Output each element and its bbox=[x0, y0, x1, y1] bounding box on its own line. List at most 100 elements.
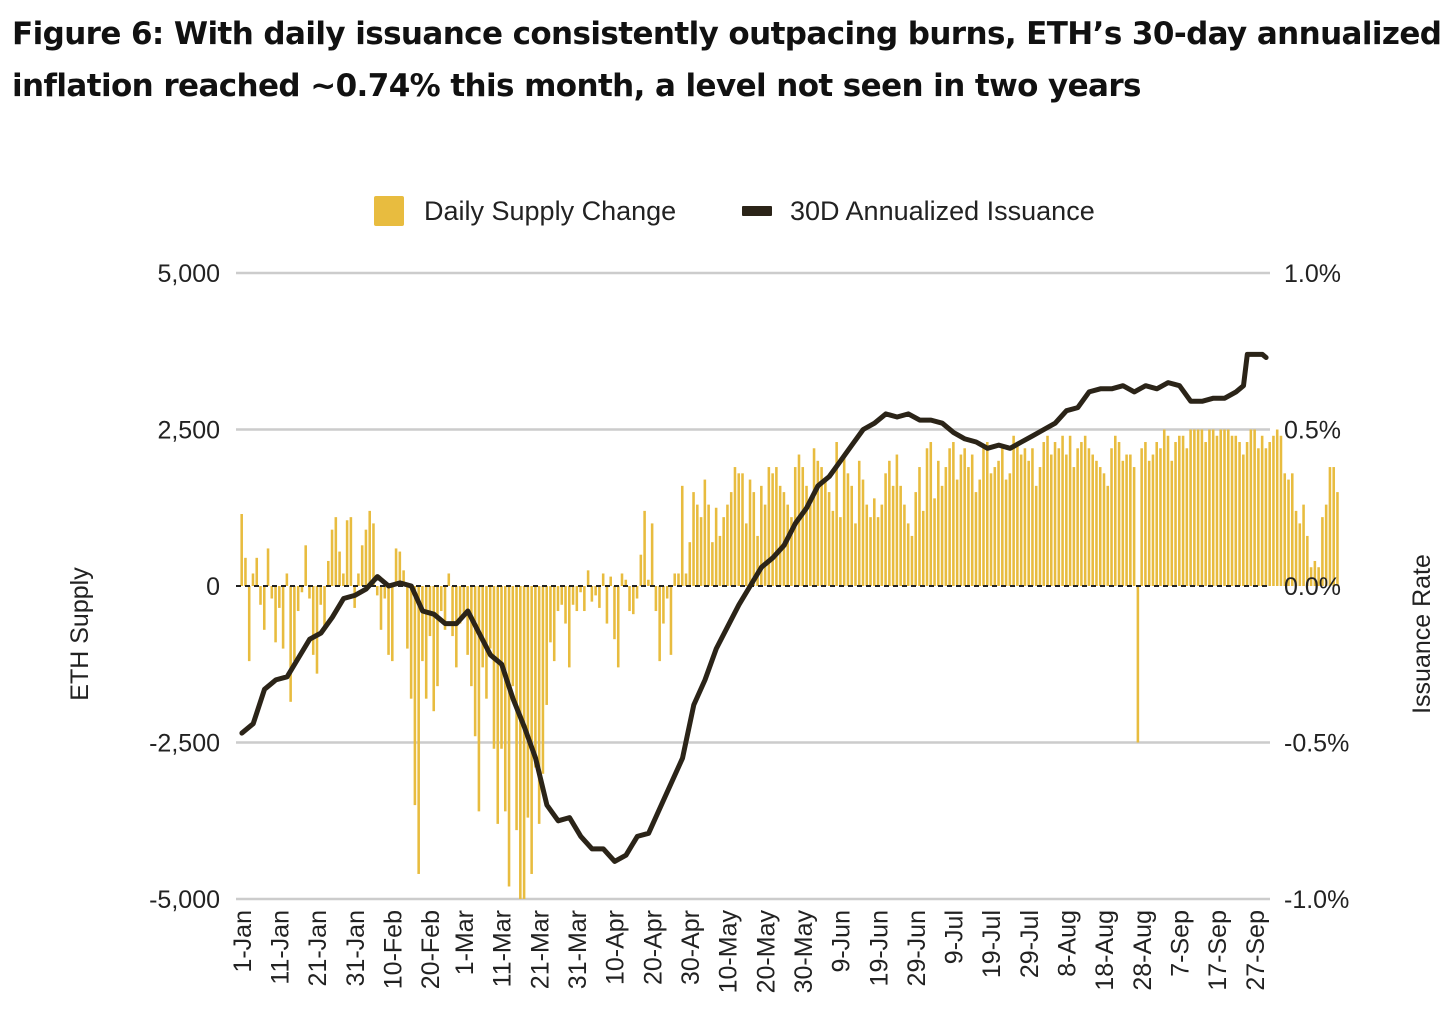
bar-daily-supply-change bbox=[861, 479, 865, 586]
bar-daily-supply-change bbox=[1272, 435, 1275, 586]
bar-daily-supply-change bbox=[285, 573, 289, 586]
bar-daily-supply-change bbox=[274, 586, 277, 643]
bar-daily-supply-change bbox=[974, 492, 978, 586]
bar-daily-supply-change bbox=[880, 504, 884, 586]
y2-tick-label: 0.0% bbox=[1284, 573, 1341, 601]
x-tick-label: 30-Apr bbox=[677, 910, 705, 985]
bar-daily-supply-change bbox=[552, 586, 556, 662]
x-tick-label: 8-Aug bbox=[1054, 910, 1082, 977]
x-tick-label: 29-Jun bbox=[903, 910, 931, 986]
y2-tick-label: 1.0% bbox=[1284, 260, 1341, 288]
bar-daily-supply-change bbox=[1336, 492, 1339, 586]
y2-tick-label: 0.5% bbox=[1284, 417, 1341, 445]
bar-daily-supply-change bbox=[342, 573, 345, 586]
bar-daily-supply-change bbox=[1245, 442, 1249, 586]
bar-daily-supply-change bbox=[1226, 429, 1230, 586]
bar-daily-supply-change bbox=[933, 498, 936, 586]
x-tick-label: 20-May bbox=[752, 910, 780, 994]
bar-daily-supply-change bbox=[767, 467, 771, 586]
bar-daily-supply-change bbox=[1072, 467, 1076, 586]
legend-label-30d-annualized-issuance: 30D Annualized Issuance bbox=[790, 196, 1095, 226]
bar-daily-supply-change bbox=[1031, 448, 1034, 586]
bar-daily-supply-change bbox=[413, 586, 417, 806]
bar-daily-supply-change bbox=[1057, 448, 1061, 586]
x-tick-label: 21-Jan bbox=[304, 910, 332, 986]
bar-daily-supply-change bbox=[281, 586, 285, 649]
bar-daily-supply-change bbox=[1242, 454, 1245, 586]
bar-daily-supply-change bbox=[492, 586, 496, 749]
x-tick-label: 20-Apr bbox=[639, 910, 667, 985]
bar-daily-supply-change bbox=[722, 517, 725, 586]
bar-daily-supply-change bbox=[560, 586, 564, 605]
x-tick-label: 9-Jul bbox=[941, 910, 969, 964]
bar-daily-supply-change bbox=[647, 579, 650, 586]
bar-daily-supply-change bbox=[594, 586, 597, 596]
bar-daily-supply-change bbox=[1106, 485, 1110, 586]
x-tick-label: 10-May bbox=[715, 910, 743, 994]
bar-daily-supply-change bbox=[244, 557, 247, 586]
bar-daily-supply-change bbox=[357, 573, 360, 586]
bar-daily-supply-change bbox=[669, 586, 673, 655]
bar-daily-supply-change bbox=[948, 448, 951, 586]
bar-daily-supply-change bbox=[876, 517, 880, 586]
bar-daily-supply-change bbox=[1016, 442, 1019, 586]
bar-daily-supply-change bbox=[824, 479, 827, 586]
y-axis-left-label: ETH Supply bbox=[66, 567, 94, 701]
bar-daily-supply-change bbox=[402, 570, 405, 586]
bar-daily-supply-change bbox=[519, 586, 522, 899]
bar-daily-supply-change bbox=[477, 586, 481, 812]
bar-daily-supply-change bbox=[805, 485, 808, 586]
bar-daily-supply-change bbox=[816, 460, 820, 586]
bar-daily-supply-change bbox=[564, 586, 567, 624]
bar-daily-supply-change bbox=[925, 448, 929, 586]
bar-daily-supply-change bbox=[1257, 448, 1260, 586]
bar-daily-supply-change bbox=[240, 514, 243, 586]
bar-daily-supply-change bbox=[967, 467, 970, 586]
bar-daily-supply-change bbox=[989, 473, 993, 586]
bar-daily-supply-change bbox=[820, 467, 823, 586]
bar-daily-supply-change bbox=[692, 492, 695, 586]
bar-daily-supply-change bbox=[1147, 460, 1151, 586]
bar-daily-supply-change bbox=[1136, 586, 1140, 743]
bar-daily-supply-change bbox=[888, 460, 891, 586]
bar-daily-supply-change bbox=[537, 586, 541, 824]
bar-daily-supply-change bbox=[530, 586, 533, 874]
bar-daily-supply-change bbox=[628, 586, 631, 612]
bar-daily-supply-change bbox=[662, 586, 665, 624]
x-axis-ticks: 1-Jan 11-Jan 21-Jan 31-Jan 10-Feb 20-Feb 1-Mar… bbox=[229, 910, 1270, 994]
bar-daily-supply-change bbox=[1068, 435, 1072, 586]
bar-daily-supply-change bbox=[1042, 442, 1046, 586]
legend-swatch-30d-annualized-issuance bbox=[742, 206, 772, 216]
bar-daily-supply-change bbox=[409, 586, 413, 699]
bar-daily-supply-change bbox=[929, 442, 933, 586]
bar-daily-supply-change bbox=[1211, 429, 1215, 586]
bar-daily-supply-change bbox=[1223, 429, 1226, 586]
bar-daily-supply-change bbox=[398, 551, 402, 586]
bar-daily-supply-change bbox=[1230, 435, 1234, 586]
bar-daily-supply-change bbox=[982, 448, 985, 586]
bar-daily-supply-change bbox=[308, 586, 311, 599]
bar-daily-supply-change bbox=[835, 442, 838, 586]
bar-daily-supply-change bbox=[775, 467, 778, 586]
bar-daily-supply-change bbox=[1023, 448, 1027, 586]
bar-daily-supply-change bbox=[620, 573, 624, 586]
bar-daily-supply-change bbox=[699, 517, 703, 586]
x-tick-label: 9-Jun bbox=[828, 910, 856, 973]
bar-daily-supply-change bbox=[1321, 517, 1324, 586]
bar-daily-supply-change bbox=[952, 442, 955, 586]
bar-daily-supply-change bbox=[1309, 567, 1313, 586]
bar-daily-supply-change bbox=[1038, 467, 1042, 586]
bar-daily-supply-change bbox=[462, 586, 466, 618]
bar-daily-supply-change bbox=[1306, 535, 1309, 586]
bar-daily-supply-change bbox=[1287, 479, 1290, 586]
x-tick-label: 31-Mar bbox=[564, 910, 592, 989]
bar-daily-supply-change bbox=[1268, 442, 1271, 586]
bar-daily-supply-change bbox=[379, 586, 383, 630]
bar-daily-supply-change bbox=[1046, 435, 1049, 586]
bar-daily-supply-change bbox=[884, 473, 887, 586]
bar-daily-supply-change bbox=[1328, 467, 1332, 586]
bar-daily-supply-change bbox=[488, 586, 492, 649]
legend: Daily Supply Change 30D Annualized Issua… bbox=[374, 196, 1095, 226]
bar-daily-supply-change bbox=[963, 448, 966, 586]
bar-daily-supply-change bbox=[556, 586, 560, 612]
